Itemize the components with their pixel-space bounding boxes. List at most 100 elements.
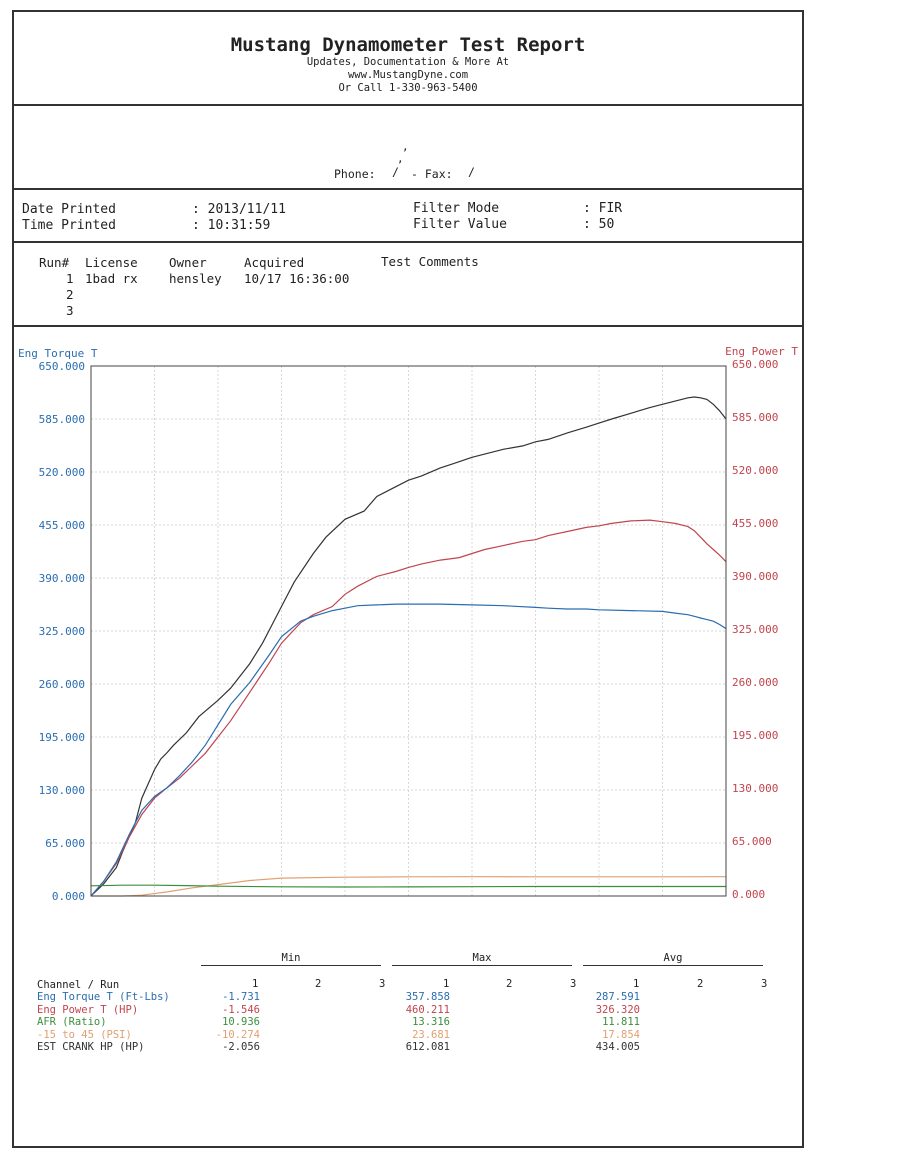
header-website: www.MustangDyne.com [347, 69, 469, 81]
series-line-power [90, 519, 727, 897]
left-tick-label: 260.000 [39, 678, 85, 691]
summary-run-number: 2 [506, 978, 513, 990]
right-tick-label: 390.000 [732, 570, 778, 583]
filter-mode-value: : FIR [583, 201, 623, 216]
summary-group-rule [392, 965, 572, 966]
summary-run-number: 1 [633, 978, 640, 990]
right-tick-label: 585.000 [732, 411, 778, 424]
left-axis-label: Eng Torque T [18, 347, 98, 360]
summary-avg-value: 17.854 [602, 1028, 640, 1041]
summary-run-number: 3 [379, 978, 386, 990]
right-tick-label: 195.000 [732, 729, 778, 742]
right-tick-label: 520.000 [732, 464, 778, 477]
runs-header-comments: Test Comments [381, 254, 479, 269]
phone-value: / [392, 165, 399, 179]
summary-group-rule [201, 965, 381, 966]
summary-avg-value: 11.811 [602, 1016, 640, 1028]
phone-label: Phone: [334, 167, 376, 181]
runs-header-license: License [85, 255, 138, 270]
left-tick-label: 520.000 [39, 466, 85, 479]
summary-channel-header: Channel / Run [37, 979, 120, 991]
divider [12, 104, 804, 106]
summary-channel-name: EST CRANK HP (HP) [37, 1041, 145, 1053]
header-updates: Updates, Documentation & More At [306, 56, 510, 68]
runs-header-owner: Owner [169, 255, 207, 270]
summary-run-number: 1 [443, 978, 450, 990]
summary-run-number: 1 [252, 978, 259, 990]
summary-max-value: 460.211 [405, 1003, 450, 1016]
series-line-boost [91, 876, 727, 897]
series-line-afr [90, 884, 726, 888]
summary-min-value: -2.056 [222, 1041, 260, 1053]
dyno-chart: 0.000 0.000 65.000 65.000 130.000 130.000 195.… [18, 345, 798, 903]
filter-mode-label: Filter Mode [413, 201, 500, 216]
time-printed-value: : 10:31:59 [192, 218, 271, 233]
summary-channel-name: -15 to 45 (PSI) [37, 1028, 132, 1041]
right-tick-label: 260.000 [732, 676, 778, 689]
summary-group-header: Min [281, 952, 301, 964]
summary-min-value: -1.731 [222, 991, 260, 1003]
divider [12, 325, 804, 327]
run-number: 2 [66, 287, 74, 302]
summary-group-header: Avg [663, 952, 683, 964]
left-tick-label: 65.000 [45, 837, 85, 850]
filter-value-label: Filter Value [413, 217, 507, 232]
right-tick-label: 0.000 [732, 888, 765, 901]
run-owner: hensley [169, 271, 222, 286]
summary-run-number: 2 [315, 978, 322, 990]
summary-max-value: 612.081 [405, 1041, 450, 1053]
right-tick-label: 325.000 [732, 623, 778, 636]
right-axis-label: Eng Power T [725, 345, 798, 358]
report-title: Mustang Dynamometer Test Report [230, 34, 586, 56]
left-tick-label: 0.000 [52, 890, 85, 903]
date-printed-label: Date Printed [22, 202, 116, 217]
series-line-torque [90, 603, 727, 897]
right-tick-label: 130.000 [732, 782, 778, 795]
report-frame [12, 10, 804, 1148]
summary-group-rule [583, 965, 763, 966]
left-tick-label: 650.000 [39, 360, 85, 373]
summary-channel-name: Eng Power T (HP) [37, 1003, 139, 1016]
left-tick-label: 455.000 [39, 519, 85, 532]
right-tick-label: 65.000 [732, 835, 772, 848]
summary-channel-name: AFR (Ratio) [37, 1016, 107, 1028]
runs-header-acquired: Acquired [244, 255, 305, 270]
date-printed-value: : 2013/11/11 [192, 202, 286, 217]
left-tick-label: 195.000 [39, 731, 85, 744]
right-tick-label: 650.000 [732, 358, 778, 371]
run-license: 1bad rx [85, 271, 138, 286]
summary-min-value: -1.546 [222, 1003, 260, 1016]
summary-run-number: 3 [570, 978, 577, 990]
left-tick-label: 390.000 [39, 572, 85, 585]
divider [12, 188, 804, 190]
address-comma: , [397, 152, 404, 165]
left-tick-label: 325.000 [39, 625, 85, 638]
header-phone: Or Call 1-330-963-5400 [338, 82, 478, 94]
right-tick-label: 455.000 [732, 517, 778, 530]
summary-avg-value: 326.320 [595, 1003, 640, 1016]
left-tick-label: 130.000 [39, 784, 85, 797]
runs-header-run: Run# [39, 255, 70, 270]
run-number: 3 [66, 303, 74, 318]
summary-run-number: 3 [761, 978, 768, 990]
divider [12, 241, 804, 243]
summary-min-value: -10.274 [215, 1028, 260, 1041]
run-number: 1 [66, 271, 74, 286]
address-comma: , [402, 140, 409, 153]
summary-min-value: 10.936 [222, 1016, 260, 1028]
filter-value-value: : 50 [583, 217, 615, 232]
time-printed-label: Time Printed [22, 218, 116, 233]
run-acquired: 10/17 16:36:00 [244, 271, 350, 286]
summary-max-value: 23.681 [412, 1028, 450, 1041]
summary-run-number: 2 [697, 978, 704, 990]
summary-channel-name: Eng Torque T (Ft-Lbs) [37, 991, 170, 1003]
series-line-crank [90, 396, 727, 897]
fax-value: / [468, 165, 475, 179]
summary-avg-value: 434.005 [595, 1041, 640, 1053]
summary-avg-value: 287.591 [595, 991, 640, 1003]
summary-max-value: 13.316 [412, 1016, 450, 1028]
summary-group-header: Max [472, 952, 492, 964]
fax-label: - Fax: [411, 167, 453, 181]
plot-area [90, 365, 727, 897]
left-tick-label: 585.000 [39, 413, 85, 426]
